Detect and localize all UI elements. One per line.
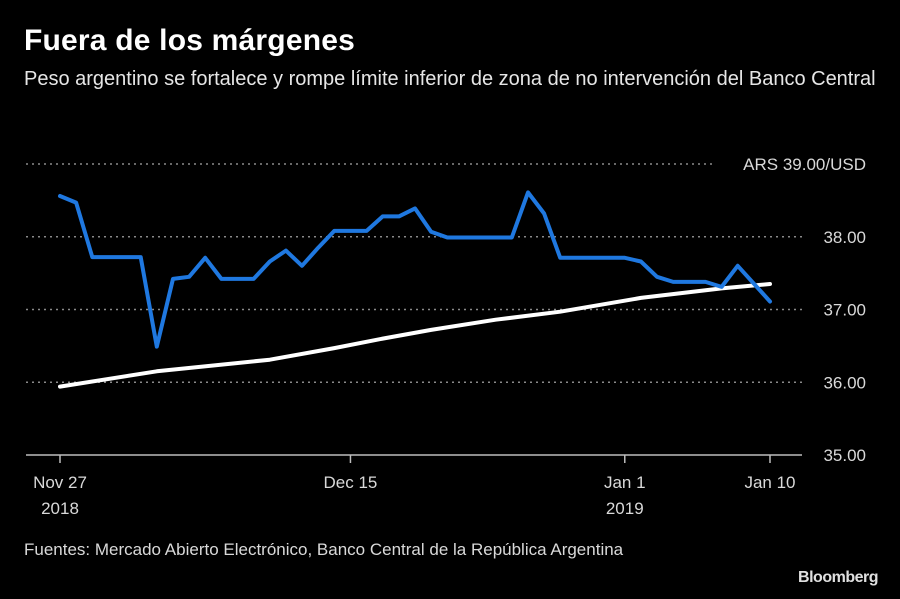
x-tick-year-label: 2018: [41, 499, 79, 518]
chart-title: Fuera de los márgenes: [24, 24, 355, 57]
source-note: Fuentes: Mercado Abierto Electrónico, Ba…: [24, 540, 624, 559]
y-tick-label: 38.00: [823, 228, 866, 247]
y-tick-label: 37.00: [823, 301, 866, 320]
x-tick-year-label: 2019: [606, 499, 644, 518]
y-unit-label: ARS 39.00/USD: [743, 155, 866, 174]
bloomberg-logo: Bloomberg: [798, 569, 878, 586]
series-line-peso: [58, 190, 772, 349]
chart-subtitle: Peso argentino se fortalece y rompe lími…: [24, 68, 876, 90]
x-tick-label: Jan 1: [604, 473, 646, 492]
x-tick-label: Nov 27: [33, 473, 87, 492]
y-tick-label: 36.00: [823, 373, 866, 392]
series-line-intervention-floor: [58, 282, 772, 389]
x-tick-label: Jan 10: [744, 473, 795, 492]
x-tick-label: Dec 15: [324, 473, 378, 492]
y-tick-label: 35.00: [823, 446, 866, 465]
